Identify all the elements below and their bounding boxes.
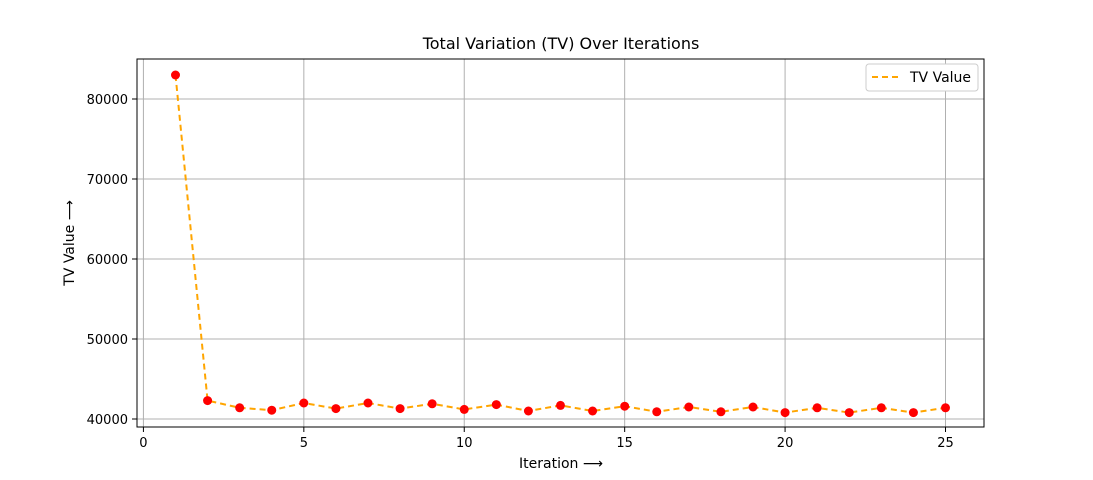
data-point: [652, 407, 662, 417]
data-point: [235, 403, 245, 413]
data-point: [427, 399, 437, 409]
data-point: [716, 407, 726, 417]
data-point: [363, 398, 373, 408]
legend-label: TV Value: [909, 70, 971, 86]
legend-box: [865, 63, 979, 92]
data-point: [491, 400, 501, 410]
y-tick-label: 80000: [87, 93, 128, 108]
ticks: 0 5 10 15 20 25 40000 50000 60000 70000 80000: [87, 93, 954, 451]
x-axis-label: Iteration ⟶: [519, 456, 603, 472]
data-point: [331, 404, 341, 414]
plot-frame: [136, 58, 985, 428]
data-point: [780, 408, 790, 418]
data-point: [267, 405, 277, 415]
x-tick-label: 25: [937, 436, 954, 451]
data-point: [395, 404, 405, 414]
chart-title: Total Variation (TV) Over Iterations: [422, 34, 700, 53]
x-tick-label: 0: [139, 436, 147, 451]
data-point: [941, 403, 950, 413]
data-point: [748, 402, 758, 412]
y-tick-label: 50000: [87, 333, 128, 348]
series-layer: [171, 70, 950, 418]
x-tick-label: 10: [456, 436, 473, 451]
data-point: [299, 398, 309, 408]
data-point: [812, 403, 822, 413]
data-point: [203, 396, 213, 406]
data-point: [171, 70, 180, 80]
y-tick-label: 60000: [87, 253, 128, 268]
y-tick-label: 40000: [87, 413, 128, 428]
data-point: [844, 408, 854, 418]
data-point: [908, 408, 918, 418]
x-tick-label: 20: [777, 436, 794, 451]
data-point: [588, 406, 598, 416]
x-tick-label: 5: [300, 436, 308, 451]
grid: [137, 59, 984, 427]
data-point: [684, 402, 694, 412]
data-point: [523, 406, 533, 416]
y-tick-label: 70000: [87, 173, 128, 188]
data-point: [876, 403, 886, 413]
data-point: [620, 401, 630, 411]
y-axis-label: TV Value ⟶: [62, 200, 78, 287]
data-point: [556, 400, 565, 410]
data-point: [459, 404, 469, 414]
legend: TV Value: [865, 63, 979, 92]
x-tick-label: 15: [616, 436, 633, 451]
